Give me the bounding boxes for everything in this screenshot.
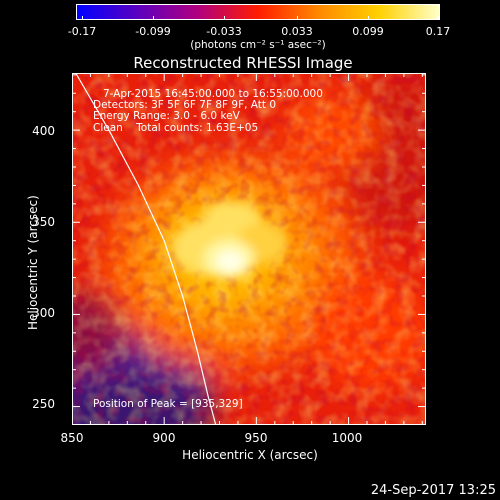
y-axis-title: Heliocentric Y (arcsec)	[26, 195, 40, 330]
y-tick-label: 300	[32, 306, 55, 320]
y-tick-label: 250	[32, 397, 55, 411]
x-tick-label: 950	[244, 431, 268, 445]
colorbar-tick-label: 0.099	[352, 25, 384, 38]
time-range-label: 7-Apr-2015 16:45:00.000 to 16:55:00.000	[103, 88, 323, 100]
colorbar-tick-label: -0.033	[206, 25, 242, 38]
axis-ticks	[72, 73, 426, 425]
detectors-label: Detectors: 3F 5F 6F 7F 8F 9F, Att 0	[93, 99, 277, 111]
colorbar	[76, 4, 440, 20]
x-axis-title: Heliocentric X (arcsec)	[182, 448, 318, 462]
colorbar-tick	[153, 16, 154, 20]
colorbar-tick	[368, 16, 369, 20]
colorbar-tick-label: -0.17	[67, 25, 97, 38]
generation-timestamp: 24-Sep-2017 13:25	[370, 483, 496, 498]
rhessi-image-plot	[72, 73, 426, 425]
image-title: Reconstructed RHESSI Image	[133, 54, 353, 72]
plot-frame	[72, 73, 426, 425]
colorbar-tick	[224, 16, 225, 20]
colorbar-unit-label: (photons cm⁻² s⁻¹ asec⁻²)	[190, 39, 326, 51]
energy-range-label: Energy Range: 3.0 - 6.0 keV	[93, 110, 240, 122]
intensity-map	[72, 73, 426, 425]
peak-position-label: Position of Peak = [935,329]	[93, 398, 243, 410]
solar-limb-line	[75, 73, 217, 425]
colorbar-tick-label: 0.17	[425, 25, 451, 38]
x-tick-label: 900	[152, 431, 176, 445]
colorbar-tick	[82, 16, 83, 20]
colorbar-tick	[438, 16, 439, 20]
colorbar-tick	[297, 16, 298, 20]
x-tick-label: 850	[60, 431, 84, 445]
y-tick-label: 350	[32, 215, 55, 229]
colorbar-tick-label: 0.033	[281, 25, 313, 38]
clean-total-counts-label: Clean Total counts: 1.63E+05	[93, 122, 259, 134]
x-tick-label: 1000	[331, 431, 363, 445]
colorbar-tick-label: -0.099	[135, 25, 171, 38]
y-tick-label: 400	[32, 124, 55, 138]
